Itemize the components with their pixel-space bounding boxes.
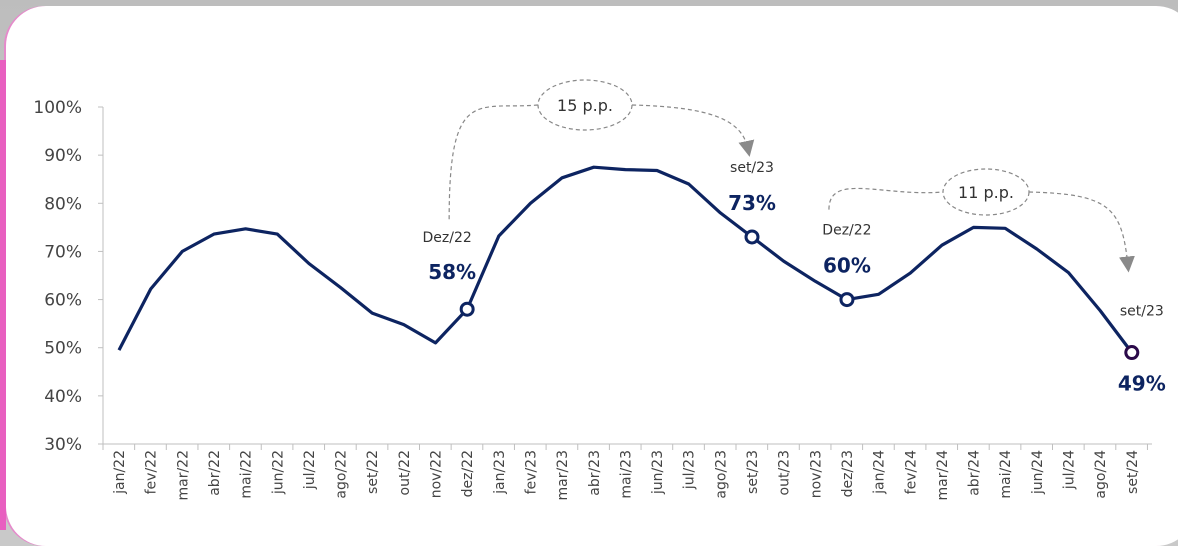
x-tick-label: jul/23 [682,450,698,490]
x-tick-label: mar/22 [175,450,191,501]
x-tick-label: abr/23 [587,450,603,496]
highlight-marker [839,292,855,308]
annotation-ellipse [942,168,1030,216]
x-tick-label: fev/22 [144,450,160,494]
x-tick-label: nov/23 [808,450,824,498]
annotation-arc-right [1028,191,1135,273]
marker-date-label: Dez/22 [423,230,472,246]
x-tick-label: dez/22 [460,450,476,497]
x-tick-label: mai/22 [239,450,255,499]
annotation-label: 15 p.p. [557,96,613,115]
highlight-markers: Dez/22 58% set/23 73% Dez/22 60% set/23 49% [423,160,1166,396]
annotations: 15 p.p. 11 p.p. [448,79,1135,273]
y-tick-label: 60% [44,291,82,311]
x-tick-label: jun/23 [650,450,666,495]
x-tick-label: abr/22 [207,450,223,496]
x-tick-label: jan/24 [872,450,888,495]
marker-value-label: 58% [428,260,476,284]
x-tick-label: set/23 [745,450,761,494]
highlight-marker [744,229,760,245]
y-tick-label: 40% [44,387,82,407]
annotation-label: 11 p.p. [958,183,1014,202]
x-tick-label: ago/22 [334,450,350,499]
x-axis-ticks: jan/22 fev/22 mar/22 abr/22 mai/22 jun/22 jul/… [102,444,1148,501]
y-tick-label: 100% [33,98,82,118]
series-group [117,165,1134,354]
marker-value-label: 49% [1118,372,1166,396]
x-tick-label: mai/23 [618,450,634,499]
x-tick-label: jan/22 [112,450,128,495]
x-tick-label: abr/24 [967,450,983,496]
x-tick-label: set/22 [365,450,381,494]
highlight-marker [459,301,475,317]
x-tick-label: nov/22 [429,450,445,498]
x-tick-label: out/23 [777,450,793,495]
marker-value-label: 60% [823,254,871,278]
series-line [117,165,1134,354]
annotation-ellipse [537,79,633,131]
y-tick-label: 90% [44,146,82,166]
x-tick-label: dez/23 [840,450,856,497]
y-tick-label: 80% [44,194,82,214]
line-chart: 30% 40% 50% 60% 70% 80% 90% 100% jan/22 fev/22 ma… [33,79,1166,501]
annotation-arc-left [448,104,539,220]
y-tick-label: 70% [44,242,82,262]
x-tick-label: set/24 [1125,450,1141,494]
x-tick-label: mar/24 [935,450,951,501]
x-tick-label: fev/24 [903,450,919,494]
x-tick-label: fev/23 [523,450,539,494]
marker-date-label: set/23 [730,160,774,176]
x-tick-label: ago/23 [713,450,729,499]
annotation-arc-left [828,187,944,210]
x-tick-label: jun/24 [1030,450,1046,495]
marker-date-label: set/23 [1120,304,1164,320]
accent-bar [0,60,6,530]
marker-value-label: 73% [728,191,776,215]
y-tick-label: 50% [44,339,82,359]
x-tick-label: jul/22 [302,450,318,490]
chart-axes [102,107,1152,445]
annotation-arc-right [631,104,755,157]
highlight-marker [1124,345,1140,361]
x-tick-label: jun/22 [270,450,286,495]
y-tick-label: 30% [44,435,82,455]
y-axis-ticks: 30% 40% 50% 60% 70% 80% 90% 100% [33,98,103,455]
x-tick-label: ago/24 [1093,450,1109,499]
x-tick-label: mai/24 [998,450,1014,499]
x-tick-label: mar/23 [555,450,571,501]
marker-date-label: Dez/22 [822,223,871,239]
x-tick-label: jan/23 [492,450,508,495]
x-tick-label: jul/24 [1062,450,1078,490]
x-tick-label: out/22 [397,450,413,495]
